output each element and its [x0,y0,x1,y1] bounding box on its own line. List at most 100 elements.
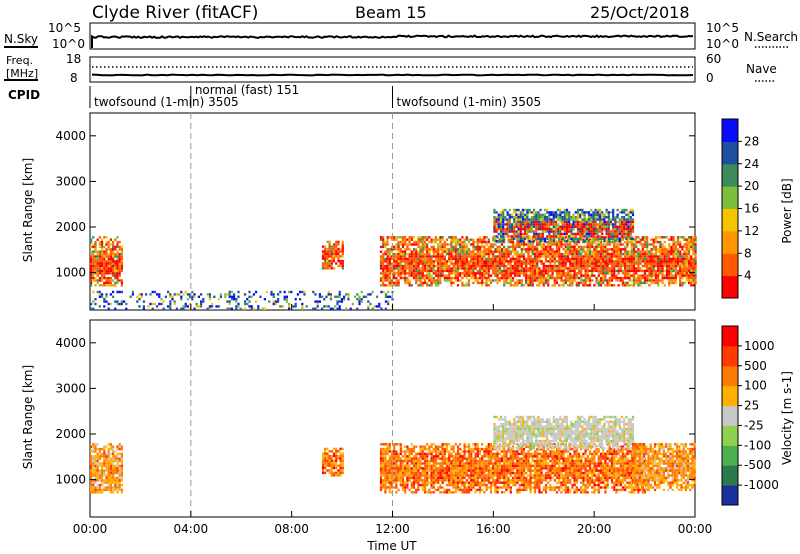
echo-cell [547,255,550,258]
echo-cell [635,255,638,258]
echo-cell [445,450,449,453]
echo-cell [404,488,407,492]
echo-cell [399,262,402,265]
echo-cell [439,264,442,268]
echo-cell [470,469,473,472]
echo-cell [395,462,398,465]
echo-cell [670,252,673,256]
echo-cell [588,264,592,268]
echo-cell [690,236,693,239]
echo-cell [395,279,398,282]
echo-cell [386,464,389,468]
echo-cell [419,452,422,456]
echo-cell [583,230,586,233]
echo-cell [612,218,615,221]
echo-cell [635,260,638,263]
echo-cell [575,262,578,265]
echo-cell [103,445,106,448]
echo-cell [610,248,614,251]
echo-cell [531,264,534,268]
echo-cell [415,476,418,480]
echo-cell [96,255,99,258]
echo-cell [415,469,418,472]
echo-cell [428,450,431,453]
echo-cell [324,454,327,458]
echo-cell [153,302,156,306]
echo-cell [437,469,440,472]
echo-cell [96,462,99,465]
echo-cell [386,486,389,489]
echo-cell [646,255,649,258]
echo-cell [459,252,462,256]
echo-cell [676,252,680,256]
echo-cell [663,252,666,256]
echo-cell [237,302,240,306]
echo-cell [617,245,620,249]
echo-cell [461,474,464,477]
echo-cell [421,236,424,239]
echo-cell [539,237,542,240]
echo-cell [417,257,420,261]
echo-cell [423,469,427,472]
echo-cell [597,243,600,246]
echo-cell [390,467,394,470]
echo-cell [573,267,576,270]
echo-cell [580,272,583,275]
echo-cell [98,462,101,465]
echo-cell [635,276,638,280]
echo-cell [428,255,431,258]
echo-cell [208,298,211,301]
echo-cell [379,236,383,239]
echo-cell [439,269,442,273]
echo-cell [96,486,99,489]
echo-cell [465,272,468,275]
echo-cell [672,255,675,258]
echo-cell [399,236,402,239]
echo-cell [337,469,340,472]
echo-cell [412,257,416,261]
echo-cell [112,267,115,270]
echo-cell [441,479,444,482]
echo-cell [138,293,141,296]
echo-cell [98,262,101,265]
echo-cell [554,223,558,226]
echo-cell [116,279,119,282]
echo-cell [470,455,473,458]
echo-cell [397,240,400,244]
echo-cell [401,467,405,470]
echo-cell [244,293,247,296]
echo-cell [563,216,566,219]
echo-cell [105,267,108,270]
echo-cell [648,264,651,268]
echo-cell [454,243,457,246]
echo-cell [415,457,418,460]
echo-cell [543,223,547,226]
echo-cell [456,450,460,453]
echo-cell [485,252,488,256]
echo-cell [585,240,588,243]
echo-cell [663,245,666,249]
echo-cell [237,290,240,294]
echo-cell [690,276,693,280]
echo-cell [417,245,420,249]
echo-cell [564,272,567,275]
echo-cell [387,302,390,306]
echo-cell [92,252,95,256]
echo-cell [112,243,115,246]
echo-cell [443,459,446,463]
echo-cell [412,459,416,463]
echo-cell [432,267,435,270]
echo-cell [519,218,522,221]
echo-cell [332,255,336,258]
echo-cell [426,469,429,472]
echo-cell [426,267,429,270]
echo-cell [379,284,383,287]
echo-cell [576,216,580,219]
echo-cell [94,284,97,287]
echo-cell [341,245,344,248]
echo-cell [145,293,148,296]
echo-cell [215,305,218,308]
echo-cell [452,459,455,463]
echo-cell [360,298,363,301]
echo-cell [105,255,108,258]
